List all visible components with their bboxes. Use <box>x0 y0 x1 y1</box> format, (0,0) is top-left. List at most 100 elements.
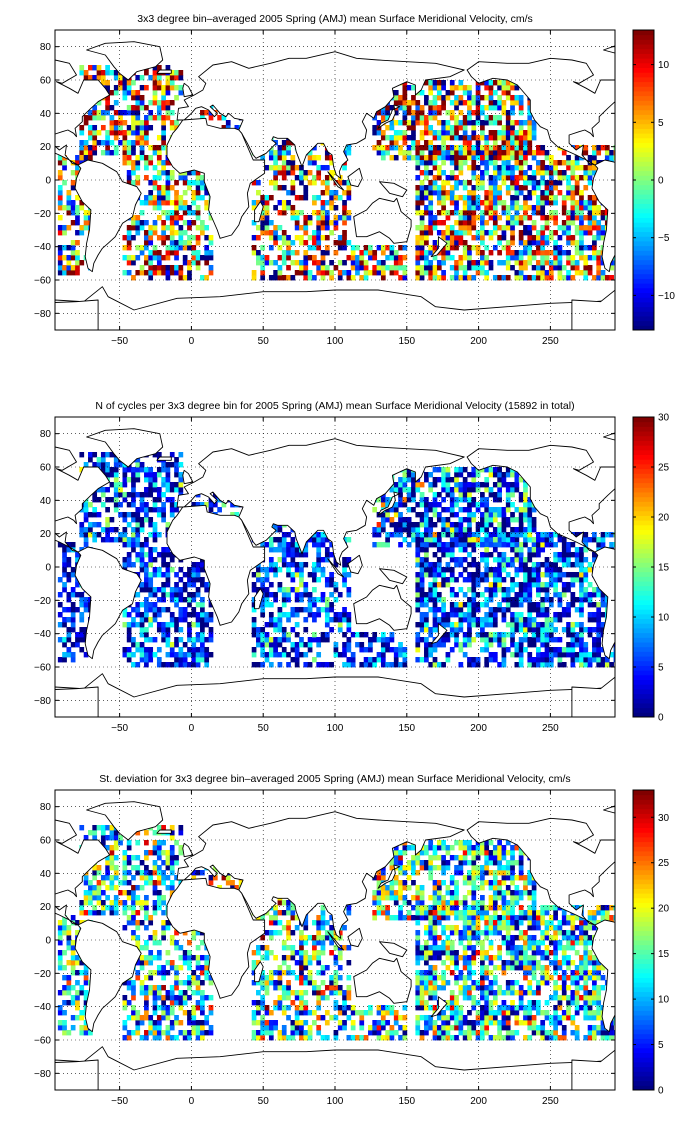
heatmap-cell <box>299 175 304 180</box>
heatmap-cell <box>605 662 610 667</box>
heatmap-cell <box>549 215 554 220</box>
heatmap-cell <box>471 190 476 195</box>
heatmap-cell <box>450 225 455 230</box>
heatmap-cell <box>450 190 455 195</box>
heatmap-cell <box>282 647 287 652</box>
heatmap-cell <box>338 622 343 627</box>
heatmap-cell <box>493 622 498 627</box>
heatmap-cell <box>540 150 545 155</box>
heatmap-cell <box>467 190 472 195</box>
heatmap-cell <box>174 587 179 592</box>
heatmap-cell <box>536 170 541 175</box>
heatmap-cell <box>183 607 188 612</box>
heatmap-cell <box>497 175 502 180</box>
heatmap-cell <box>506 190 511 195</box>
heatmap-cell <box>174 265 179 270</box>
heatmap-cell <box>540 537 545 542</box>
heatmap-cell <box>325 265 330 270</box>
heatmap-cell <box>187 210 192 215</box>
heatmap-cell <box>209 255 214 260</box>
heatmap-cell <box>420 492 425 497</box>
heatmap-cell <box>570 542 575 547</box>
heatmap-cell <box>596 542 601 547</box>
heatmap-cell <box>308 160 313 165</box>
heatmap-cell <box>480 250 485 255</box>
heatmap-cell <box>269 617 274 622</box>
heatmap-cell <box>325 225 330 230</box>
heatmap-cell <box>286 255 291 260</box>
heatmap-cell <box>114 497 119 502</box>
heatmap-cell <box>110 497 115 502</box>
heatmap-cell <box>75 632 80 637</box>
heatmap-cell <box>558 617 563 622</box>
heatmap-cell <box>372 250 377 255</box>
heatmap-cell <box>484 547 489 552</box>
heatmap-cell <box>506 145 511 150</box>
heatmap-cell <box>415 502 420 507</box>
heatmap-cell <box>290 165 295 170</box>
heatmap-cell <box>127 627 132 632</box>
heatmap-cell <box>596 275 601 280</box>
heatmap-cell <box>316 542 321 547</box>
heatmap-cell <box>101 115 106 120</box>
heatmap-cell <box>157 205 162 210</box>
heatmap-cell <box>299 592 304 597</box>
heatmap-cell <box>161 270 166 275</box>
heatmap-cell <box>497 532 502 537</box>
heatmap-cell <box>536 532 541 537</box>
heatmap-cell <box>346 185 351 190</box>
heatmap-cell <box>282 627 287 632</box>
heatmap-cell <box>346 647 351 652</box>
heatmap-cell <box>351 657 356 662</box>
heatmap-cell <box>209 627 214 632</box>
heatmap-cell <box>415 642 420 647</box>
heatmap-cell <box>480 240 485 245</box>
heatmap-cell <box>463 602 468 607</box>
heatmap-cell <box>359 260 364 265</box>
heatmap-cell <box>510 265 515 270</box>
heatmap-cell <box>346 255 351 260</box>
heatmap-cell <box>433 647 438 652</box>
heatmap-cell <box>170 462 175 467</box>
heatmap-cell <box>92 65 97 70</box>
heatmap-cell <box>308 597 313 602</box>
heatmap-cell <box>420 150 425 155</box>
heatmap-cell <box>476 85 481 90</box>
heatmap-cell <box>570 637 575 642</box>
heatmap-cell <box>489 507 494 512</box>
heatmap-cell <box>157 185 162 190</box>
heatmap-cell <box>471 582 476 587</box>
heatmap-cell <box>588 562 593 567</box>
heatmap-cell <box>441 577 446 582</box>
heatmap-cell <box>135 245 140 250</box>
heatmap-cell <box>183 657 188 662</box>
heatmap-cell <box>71 220 76 225</box>
heatmap-cell <box>553 587 558 592</box>
heatmap-cell <box>553 230 558 235</box>
heatmap-cell <box>596 255 601 260</box>
heatmap-cell <box>536 592 541 597</box>
heatmap-cell <box>148 532 153 537</box>
heatmap-cell <box>114 502 119 507</box>
heatmap-cell <box>549 647 554 652</box>
heatmap-cell <box>97 115 102 120</box>
heatmap-cell <box>144 105 149 110</box>
heatmap-cell <box>368 245 373 250</box>
heatmap-cell <box>260 230 265 235</box>
y-tick-label: 20 <box>40 142 52 153</box>
heatmap-cell <box>71 255 76 260</box>
heatmap-cell <box>140 200 145 205</box>
heatmap-cell <box>342 612 347 617</box>
heatmap-cell <box>170 507 175 512</box>
heatmap-cell <box>545 587 550 592</box>
heatmap-cell <box>441 105 446 110</box>
heatmap-cell <box>161 517 166 522</box>
heatmap-cell <box>441 210 446 215</box>
heatmap-cell <box>588 537 593 542</box>
heatmap-cell <box>484 195 489 200</box>
heatmap-cell <box>562 647 567 652</box>
heatmap-cell <box>428 195 433 200</box>
heatmap-cell <box>570 240 575 245</box>
heatmap-cell <box>471 170 476 175</box>
heatmap-cell <box>484 165 489 170</box>
